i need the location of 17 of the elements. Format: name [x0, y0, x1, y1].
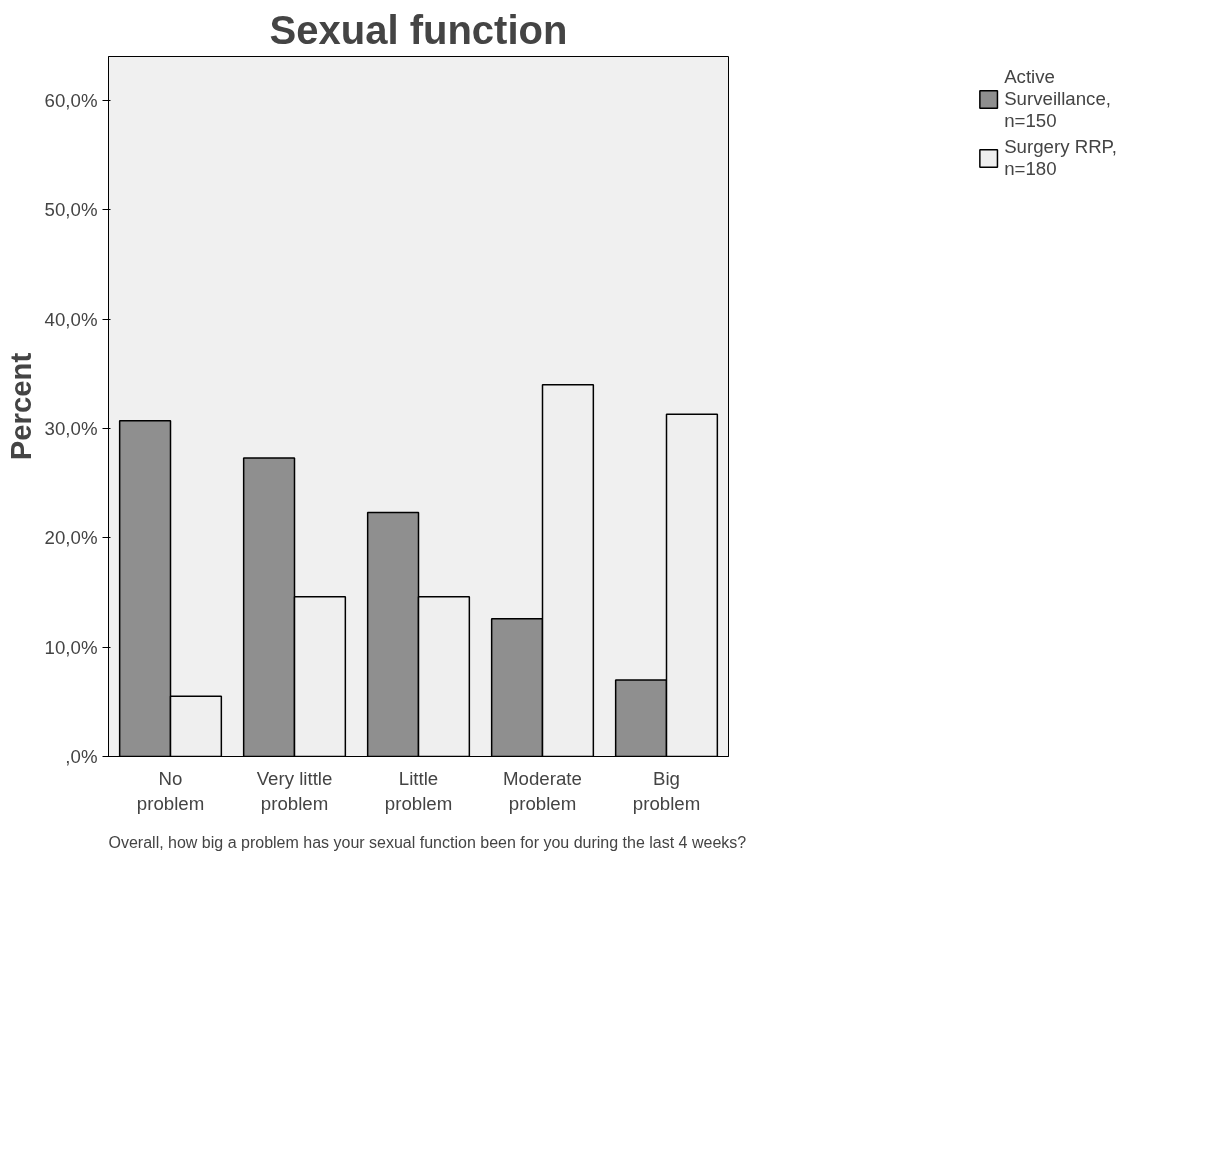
x-axis-title: Overall, how big a problem has your sexual function been for you during the last 4 weeks?	[108, 833, 747, 851]
y-tick-label: 40,0%	[44, 308, 98, 330]
y-tick-label: 60,0%	[44, 89, 98, 111]
chart-title: Sexual function	[269, 7, 568, 52]
x-tick-label: Little problem	[384, 767, 453, 814]
y-tick-label: ,0%	[65, 746, 98, 767]
x-tick-label: Very little problem	[256, 767, 333, 814]
legend-label: Active Surveillance, n=150	[1004, 66, 1111, 132]
x-tick-label: Moderate problem	[503, 767, 582, 814]
y-tick-label: 20,0%	[44, 527, 98, 549]
y-tick-label: 50,0%	[44, 199, 98, 221]
y-tick-label: 30,0%	[44, 417, 98, 439]
y-tick-label: 10,0%	[44, 636, 98, 658]
legend-label: Surgery RRP, n=180	[1004, 136, 1117, 180]
x-tick-label: No problem	[136, 767, 205, 814]
y-axis-title: Percent	[3, 352, 37, 461]
x-tick-label: Big problem	[632, 767, 701, 814]
